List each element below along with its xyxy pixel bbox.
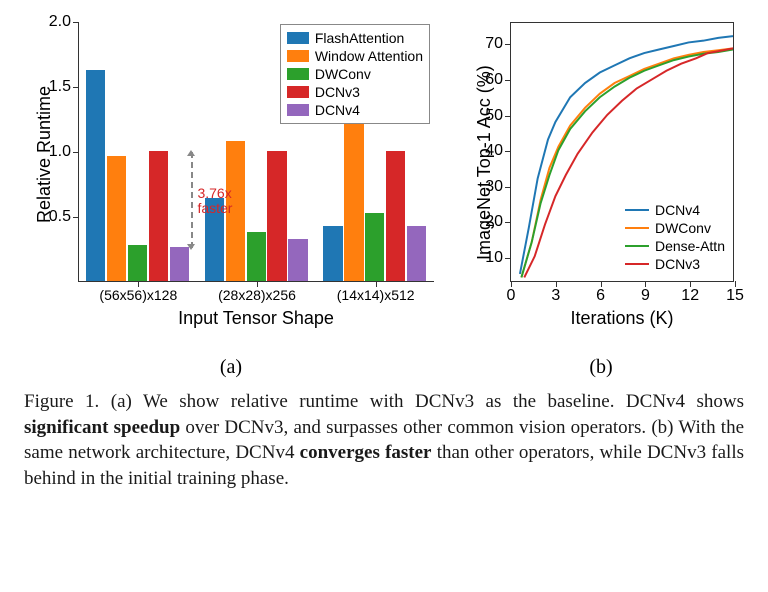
panel-b-xtick-label: 0 <box>507 281 516 305</box>
panel-a-xtick-label: (56x56)x128 <box>99 281 177 303</box>
legend-label: DCNv4 <box>315 102 360 118</box>
bar <box>267 151 286 281</box>
bar <box>86 70 105 281</box>
panel-b-ytick-label: 70 <box>485 35 511 53</box>
legend-swatch <box>287 68 309 80</box>
subcaption-b: (b) <box>456 356 746 379</box>
panel-b: 1020304050607003691215DCNv4DWConvDense-A… <box>456 8 746 348</box>
caption-text-1: (a) We show relative runtime with DCNv3 … <box>111 391 744 412</box>
panel-a-xtick-label: (14x14)x512 <box>337 281 415 303</box>
legend-label: DWConv <box>655 220 711 236</box>
legend-swatch <box>287 86 309 98</box>
panel-b-xtick-label: 15 <box>726 281 744 305</box>
legend-line <box>625 227 649 229</box>
legend-line <box>625 209 649 211</box>
panel-a-xtick-label: (28x28)x256 <box>218 281 296 303</box>
caption-bold-1: significant speedup <box>24 417 180 438</box>
bar <box>288 239 307 281</box>
subcaptions-row: (a) (b) <box>0 352 768 379</box>
caption-figure-label: Figure 1. <box>24 391 99 412</box>
bar <box>323 226 342 281</box>
subcaption-a: (a) <box>16 356 446 379</box>
bar <box>170 247 189 281</box>
panel-b-xlabel: Iterations (K) <box>510 308 734 329</box>
figure-caption: Figure 1. (a) We show relative runtime w… <box>0 379 768 492</box>
figure-row: 0.51.01.52.0(56x56)x128(28x28)x256(14x14… <box>0 0 768 352</box>
legend-line <box>625 245 649 247</box>
bar <box>149 151 168 281</box>
legend-label: DCNv3 <box>655 256 700 272</box>
bar <box>386 151 405 281</box>
panel-b-xtick-label: 9 <box>641 281 650 305</box>
legend-label: DWConv <box>315 66 371 82</box>
line-chart-area: 1020304050607003691215DCNv4DWConvDense-A… <box>510 22 734 282</box>
panel-b-legend: DCNv4 DWConv Dense-Attn DCNv3 <box>625 201 725 273</box>
legend-label: Window Attention <box>315 48 423 64</box>
panel-b-xtick-label: 6 <box>596 281 605 305</box>
panel-a: 0.51.01.52.0(56x56)x128(28x28)x256(14x14… <box>16 8 446 348</box>
bar <box>107 156 126 281</box>
legend-label: Dense-Attn <box>655 238 725 254</box>
legend-line <box>625 263 649 265</box>
bar <box>365 213 384 281</box>
bar <box>247 232 266 281</box>
legend-swatch <box>287 104 309 116</box>
bar <box>128 245 147 281</box>
legend-label: DCNv4 <box>655 202 700 218</box>
panel-a-legend: FlashAttention Window Attention DWConv DCNv… <box>280 24 430 124</box>
legend-label: FlashAttention <box>315 30 405 46</box>
panel-b-xtick-label: 12 <box>681 281 699 305</box>
speedup-annotation: 3.76x faster <box>197 186 232 217</box>
caption-bold-2: converges faster <box>300 442 432 463</box>
bar-chart-area: 0.51.01.52.0(56x56)x128(28x28)x256(14x14… <box>78 22 434 282</box>
legend-swatch <box>287 32 309 44</box>
panel-a-ytick-label: 2.0 <box>49 13 79 31</box>
legend-swatch <box>287 50 309 62</box>
legend-label: DCNv3 <box>315 84 360 100</box>
bar <box>407 226 426 281</box>
panel-a-xlabel: Input Tensor Shape <box>78 308 434 329</box>
panel-a-ylabel: Relative Runtime <box>34 86 55 223</box>
panel-b-ylabel: ImageNet Top-1 Acc (%) <box>474 65 495 260</box>
panel-b-xtick-label: 3 <box>551 281 560 305</box>
